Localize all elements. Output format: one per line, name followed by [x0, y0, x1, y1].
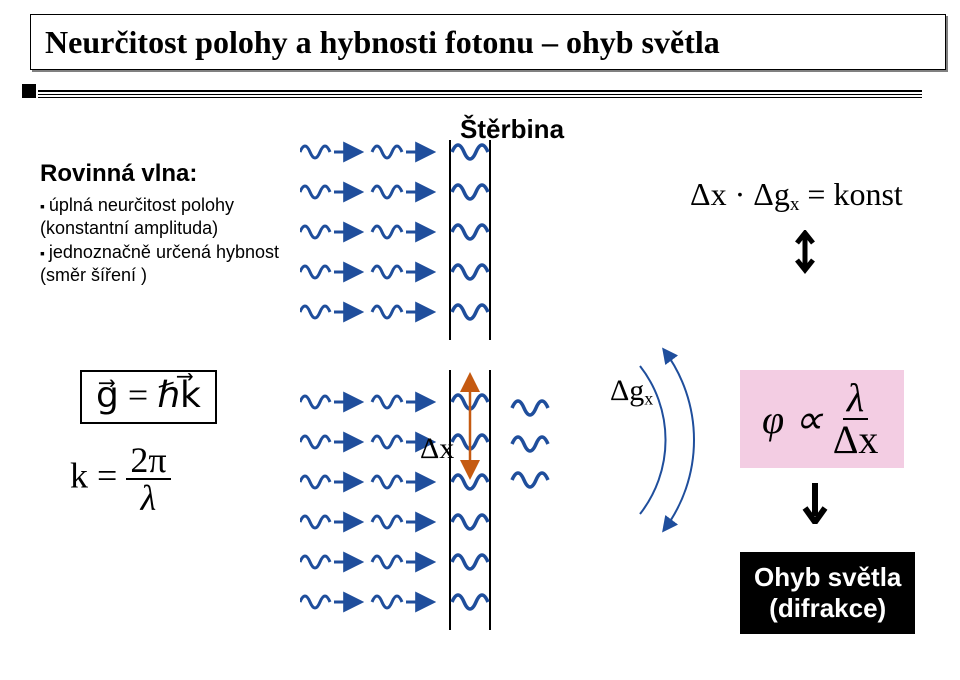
formula-k-2pi-lambda: k = 2π λ — [70, 442, 171, 516]
slide-title-box: Neurčitost polohy a hybnosti fotonu – oh… — [30, 14, 946, 70]
dgx-label: Δgx — [610, 374, 653, 410]
bullet-1: úplná neurčitost polohy (konstantní ampl… — [40, 194, 300, 239]
k-eq-frac: 2π λ — [126, 442, 170, 516]
formula-g-hk: g⃗ = ℏk⃗ — [80, 370, 217, 424]
phi-propto: φ ∝ λ Δx — [740, 370, 904, 468]
uncertainty-relation: Δx · Δgx = konst — [690, 176, 903, 216]
k-eq-lhs: k = — [70, 455, 117, 495]
equiv-arrow-1 — [790, 230, 820, 283]
bullet-2: jednoznačně určená hybnost (směr šíření … — [40, 241, 300, 286]
implies-arrow — [800, 480, 830, 533]
result-l1: Ohyb světla — [754, 562, 901, 593]
slide-title: Neurčitost polohy a hybnosti fotonu – oh… — [45, 24, 720, 61]
result-l2: (difrakce) — [754, 593, 901, 624]
divider-square — [20, 82, 38, 100]
plane-wave-header: Rovinná vlna: — [40, 160, 300, 188]
divider-line — [38, 90, 922, 98]
phi-lhs: φ ∝ — [762, 396, 823, 443]
diffraction-diagram — [300, 140, 740, 640]
frac-den: λ — [137, 480, 161, 516]
frac-num: 2π — [126, 442, 170, 480]
dx-label: Δx — [420, 432, 454, 466]
result-box: Ohyb světla (difrakce) — [740, 552, 915, 634]
plane-wave-block: Rovinná vlna: úplná neurčitost polohy (k… — [40, 160, 300, 286]
